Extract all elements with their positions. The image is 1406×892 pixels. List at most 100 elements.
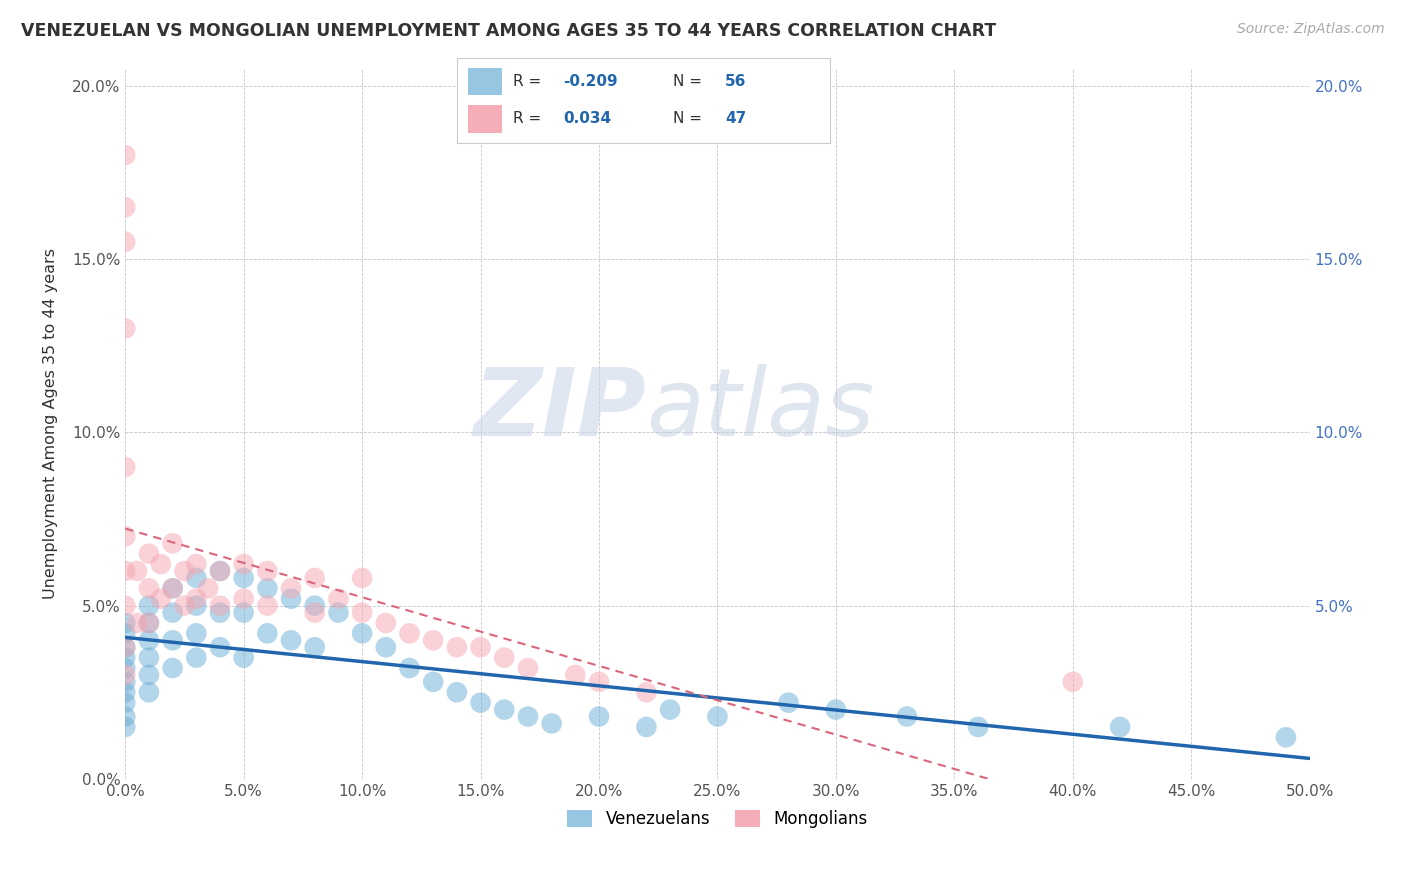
- Point: [149, 591, 172, 606]
- Point: [588, 709, 610, 723]
- Point: [138, 668, 160, 682]
- Point: [256, 564, 278, 578]
- Point: [114, 235, 136, 249]
- Point: [516, 709, 538, 723]
- Point: [446, 640, 468, 655]
- Point: [588, 674, 610, 689]
- Point: [328, 591, 350, 606]
- Point: [825, 703, 848, 717]
- Point: [256, 599, 278, 613]
- Point: [208, 564, 231, 578]
- Point: [494, 650, 516, 665]
- Point: [1109, 720, 1132, 734]
- Point: [127, 564, 149, 578]
- Point: [208, 606, 231, 620]
- Point: [352, 571, 374, 585]
- Point: [636, 685, 658, 699]
- Point: [232, 606, 254, 620]
- Point: [138, 650, 160, 665]
- Point: [328, 606, 350, 620]
- Point: [778, 696, 800, 710]
- Point: [304, 571, 326, 585]
- Point: [114, 720, 136, 734]
- Point: [127, 615, 149, 630]
- Point: [636, 720, 658, 734]
- Point: [138, 685, 160, 699]
- Text: -0.209: -0.209: [564, 74, 617, 89]
- Point: [162, 582, 184, 596]
- Text: atlas: atlas: [647, 364, 875, 455]
- Point: [114, 674, 136, 689]
- Point: [138, 582, 160, 596]
- Legend: Venezuelans, Mongolians: Venezuelans, Mongolians: [561, 803, 875, 835]
- Point: [280, 582, 302, 596]
- Point: [208, 640, 231, 655]
- Point: [398, 626, 420, 640]
- Text: 0.034: 0.034: [564, 112, 612, 127]
- Point: [114, 564, 136, 578]
- Point: [186, 599, 208, 613]
- Point: [186, 650, 208, 665]
- Point: [114, 148, 136, 162]
- Point: [304, 640, 326, 655]
- Text: ZIP: ZIP: [474, 364, 647, 456]
- Point: [422, 633, 444, 648]
- Point: [162, 536, 184, 550]
- Point: [114, 200, 136, 214]
- Point: [280, 591, 302, 606]
- Point: [232, 650, 254, 665]
- Text: 56: 56: [725, 74, 747, 89]
- Point: [149, 557, 172, 571]
- Point: [186, 571, 208, 585]
- Point: [173, 599, 195, 613]
- Point: [208, 564, 231, 578]
- Point: [197, 582, 219, 596]
- Point: [114, 529, 136, 543]
- Point: [114, 599, 136, 613]
- Point: [162, 633, 184, 648]
- Point: [1275, 731, 1298, 745]
- Point: [232, 557, 254, 571]
- Point: [114, 696, 136, 710]
- Point: [422, 674, 444, 689]
- Point: [162, 661, 184, 675]
- Text: N =: N =: [673, 112, 707, 127]
- Point: [138, 633, 160, 648]
- Point: [352, 606, 374, 620]
- Point: [138, 615, 160, 630]
- Point: [516, 661, 538, 675]
- Point: [352, 626, 374, 640]
- Point: [162, 606, 184, 620]
- Point: [114, 640, 136, 655]
- Point: [304, 606, 326, 620]
- Point: [446, 685, 468, 699]
- Text: Source: ZipAtlas.com: Source: ZipAtlas.com: [1237, 22, 1385, 37]
- Point: [114, 640, 136, 655]
- Point: [114, 650, 136, 665]
- FancyBboxPatch shape: [468, 68, 502, 95]
- Point: [114, 685, 136, 699]
- Text: 47: 47: [725, 112, 747, 127]
- Point: [967, 720, 990, 734]
- Point: [304, 599, 326, 613]
- Point: [280, 633, 302, 648]
- Point: [186, 591, 208, 606]
- Point: [494, 703, 516, 717]
- Point: [564, 668, 586, 682]
- Text: N =: N =: [673, 74, 707, 89]
- Point: [162, 582, 184, 596]
- Point: [173, 564, 195, 578]
- Point: [138, 547, 160, 561]
- Text: R =: R =: [513, 74, 546, 89]
- Point: [114, 615, 136, 630]
- Point: [114, 460, 136, 475]
- Point: [232, 591, 254, 606]
- Point: [186, 626, 208, 640]
- Point: [470, 696, 492, 710]
- Text: R =: R =: [513, 112, 546, 127]
- Point: [706, 709, 728, 723]
- Point: [374, 640, 396, 655]
- Point: [232, 571, 254, 585]
- Point: [540, 716, 562, 731]
- Point: [114, 321, 136, 335]
